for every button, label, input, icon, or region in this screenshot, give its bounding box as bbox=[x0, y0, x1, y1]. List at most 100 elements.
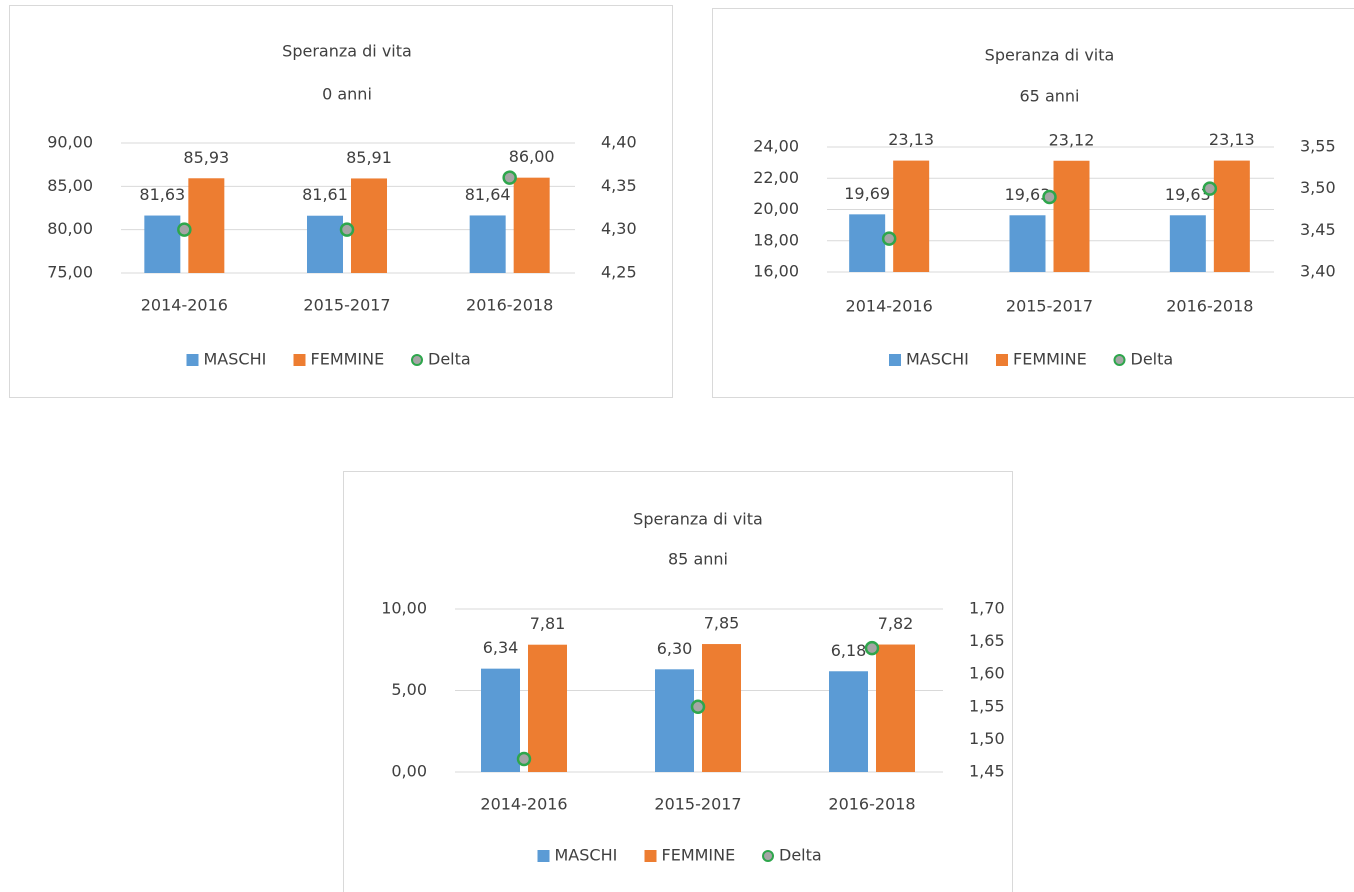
chart-title: Speranza di vita bbox=[282, 42, 412, 61]
bar bbox=[1213, 160, 1250, 272]
y-tick-label: 5,00 bbox=[391, 680, 427, 699]
y2-tick-label: 1,60 bbox=[969, 664, 1005, 683]
chart: Speranza di vita 85 anni 0,00 5,00 10,00 1,45… bbox=[343, 471, 1013, 892]
y2-tick-label: 1,55 bbox=[969, 696, 1005, 715]
chart-subtitle: 65 anni bbox=[1020, 87, 1080, 106]
delta-point bbox=[1042, 189, 1057, 205]
data-label: 23,13 bbox=[888, 130, 934, 149]
legend-label: Delta bbox=[1131, 350, 1174, 369]
y-tick-label: 80,00 bbox=[47, 219, 93, 238]
y2-tick-label: 4,35 bbox=[601, 176, 637, 195]
bar bbox=[307, 215, 343, 273]
legend-label: Delta bbox=[779, 846, 822, 865]
x-tick-label: 2014-2016 bbox=[480, 795, 567, 814]
delta-point bbox=[1202, 181, 1218, 196]
legend-swatch bbox=[644, 850, 657, 862]
y-tick-label: 16,00 bbox=[753, 262, 799, 281]
data-label: 81,63 bbox=[139, 185, 185, 204]
legend-swatch bbox=[537, 850, 550, 862]
delta-point bbox=[881, 231, 897, 246]
y-tick-label: 20,00 bbox=[753, 199, 799, 218]
legend-label: Delta bbox=[428, 350, 471, 369]
y2-tick-label: 1,70 bbox=[969, 599, 1005, 618]
y-tick-label: 85,00 bbox=[47, 176, 93, 195]
y2-tick-label: 3,50 bbox=[1300, 178, 1336, 197]
legend-marker bbox=[1113, 354, 1126, 366]
legend-label: FEMMINE bbox=[311, 350, 385, 369]
bar bbox=[481, 668, 520, 772]
legend-label: FEMMINE bbox=[662, 846, 736, 865]
legend-label: FEMMINE bbox=[1013, 350, 1087, 369]
legend-label: MASCHI bbox=[555, 846, 618, 865]
bar bbox=[1169, 215, 1206, 272]
bar bbox=[513, 177, 550, 273]
data-label: 23,12 bbox=[1049, 130, 1095, 149]
chart: Speranza di vita 0 anni 75,00 80,00 85,00 90,… bbox=[9, 5, 673, 398]
bar bbox=[849, 214, 886, 272]
delta-point bbox=[502, 170, 517, 185]
y2-tick-label: 3,40 bbox=[1300, 262, 1336, 281]
x-tick-label: 2015-2017 bbox=[303, 296, 390, 315]
y-tick-label: 18,00 bbox=[753, 230, 799, 249]
data-label: 6,18 bbox=[831, 641, 867, 660]
bar bbox=[144, 215, 181, 273]
data-label: 81,64 bbox=[465, 185, 511, 204]
y2-tick-label: 3,45 bbox=[1300, 220, 1336, 239]
delta-point bbox=[177, 222, 192, 237]
y-tick-label: 90,00 bbox=[47, 133, 93, 152]
delta-point bbox=[690, 699, 706, 715]
y-tick-label: 24,00 bbox=[753, 137, 799, 156]
chart-subtitle: 85 anni bbox=[668, 550, 728, 569]
bar bbox=[1009, 215, 1046, 272]
y2-tick-label: 4,40 bbox=[601, 133, 637, 152]
delta-point bbox=[339, 222, 355, 237]
y2-tick-label: 3,55 bbox=[1300, 137, 1336, 156]
data-label: 19,63 bbox=[1165, 185, 1211, 204]
bar bbox=[1053, 160, 1090, 272]
data-label: 85,93 bbox=[183, 148, 229, 167]
legend-swatch bbox=[889, 354, 901, 366]
y2-tick-label: 1,45 bbox=[969, 762, 1005, 781]
bar bbox=[188, 178, 225, 273]
data-label: 6,30 bbox=[657, 639, 693, 658]
legend-label: MASCHI bbox=[204, 350, 267, 369]
x-tick-label: 2016-2018 bbox=[1166, 297, 1253, 316]
data-label: 86,00 bbox=[509, 147, 555, 166]
legend-label: MASCHI bbox=[906, 350, 969, 369]
data-label: 7,81 bbox=[530, 614, 566, 633]
x-tick-label: 2015-2017 bbox=[1006, 297, 1093, 316]
data-label: 19,69 bbox=[844, 184, 890, 203]
y2-tick-label: 1,50 bbox=[969, 729, 1005, 748]
data-label: 6,34 bbox=[483, 638, 519, 657]
chart-title: Speranza di vita bbox=[985, 46, 1115, 65]
x-tick-label: 2016-2018 bbox=[828, 795, 915, 814]
chart-title: Speranza di vita bbox=[633, 510, 763, 529]
bar bbox=[702, 644, 741, 772]
data-label: 23,13 bbox=[1209, 130, 1255, 149]
chart: Speranza di vita 65 anni 16,00 18,00 20,00 22… bbox=[712, 8, 1354, 398]
chart-subtitle: 0 anni bbox=[322, 85, 372, 104]
chart-panel bbox=[9, 5, 673, 398]
bar bbox=[893, 160, 930, 272]
bar bbox=[351, 178, 387, 273]
data-label: 19,63 bbox=[1005, 185, 1051, 204]
data-label: 7,85 bbox=[704, 614, 740, 633]
bar bbox=[469, 215, 506, 273]
data-label: 85,91 bbox=[346, 148, 392, 167]
data-label: 81,61 bbox=[302, 185, 348, 204]
y-tick-label: 0,00 bbox=[391, 762, 427, 781]
y-tick-label: 75,00 bbox=[47, 263, 93, 282]
legend-marker bbox=[411, 354, 423, 366]
legend-swatch bbox=[186, 354, 199, 366]
bar bbox=[528, 644, 567, 772]
y-tick-label: 10,00 bbox=[381, 599, 427, 618]
data-label: 7,82 bbox=[878, 614, 914, 633]
bar bbox=[829, 671, 868, 772]
legend-swatch bbox=[996, 354, 1008, 366]
legend-marker bbox=[762, 850, 774, 862]
x-tick-label: 2014-2016 bbox=[141, 296, 228, 315]
bar bbox=[655, 669, 694, 772]
x-tick-label: 2016-2018 bbox=[466, 296, 553, 315]
